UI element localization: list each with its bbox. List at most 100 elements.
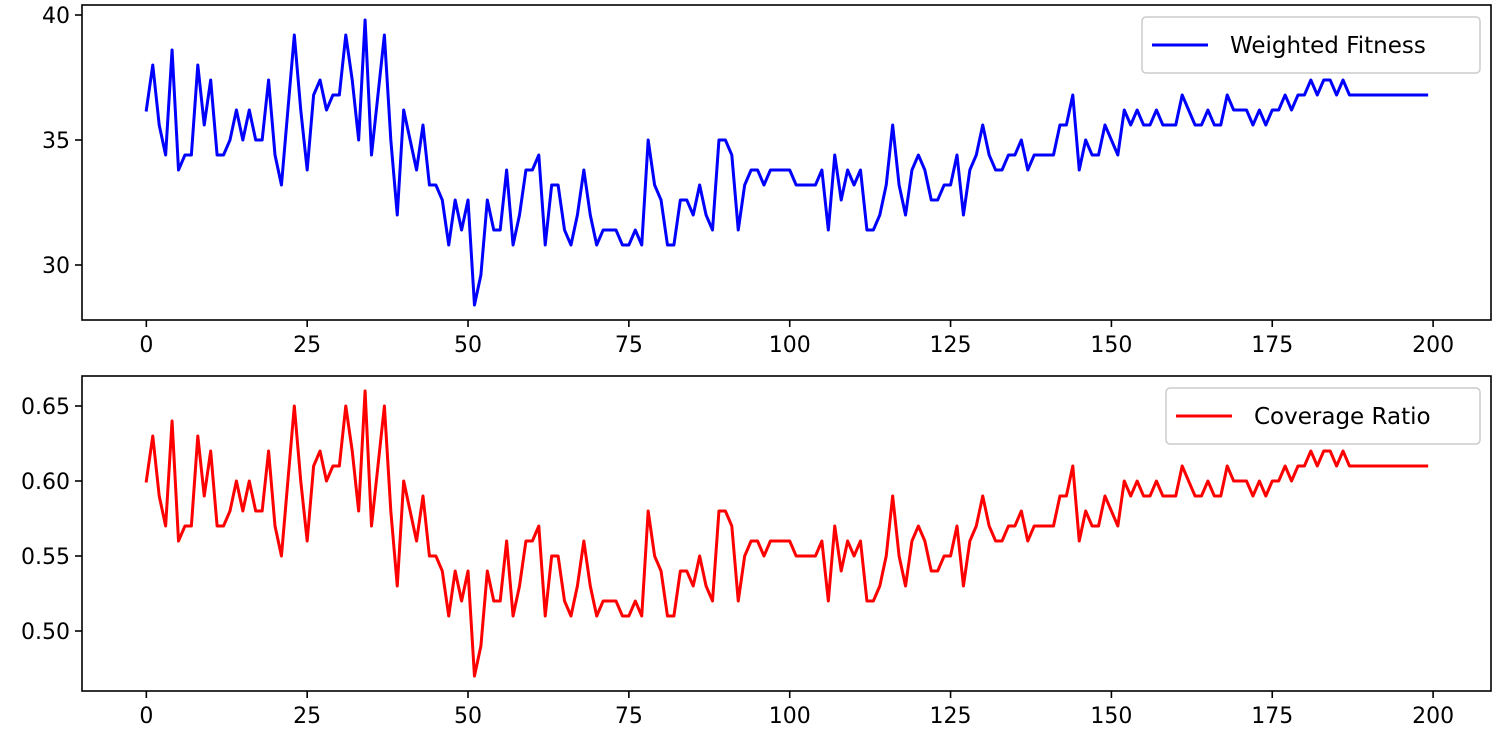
data-point xyxy=(1425,465,1428,468)
x-tick-label: 100 xyxy=(769,704,811,729)
data-point xyxy=(447,244,450,247)
data-point xyxy=(1271,109,1274,112)
data-point xyxy=(389,139,392,142)
data-point xyxy=(1213,124,1216,127)
data-point xyxy=(685,199,688,202)
data-point xyxy=(222,525,225,528)
data-point xyxy=(473,675,476,678)
data-point xyxy=(216,525,219,528)
data-point xyxy=(634,600,637,603)
data-point xyxy=(274,525,277,528)
data-point xyxy=(1200,495,1203,498)
data-point xyxy=(859,169,862,172)
data-point xyxy=(473,304,476,307)
data-point xyxy=(653,555,656,558)
data-point xyxy=(228,510,231,513)
data-point xyxy=(717,510,720,513)
data-point xyxy=(788,169,791,172)
data-point xyxy=(241,139,244,142)
data-point xyxy=(1136,109,1139,112)
data-point xyxy=(325,109,328,112)
data-point xyxy=(1161,124,1164,127)
data-point xyxy=(1187,480,1190,483)
y-tick-label: 35 xyxy=(42,129,70,154)
data-point xyxy=(949,555,952,558)
data-point xyxy=(988,525,991,528)
data-point xyxy=(801,555,804,558)
legend: Weighted Fitness xyxy=(1141,16,1481,74)
data-point xyxy=(299,109,302,112)
data-point xyxy=(1232,109,1235,112)
data-point xyxy=(1026,540,1029,543)
data-point xyxy=(1187,109,1190,112)
data-point xyxy=(1251,495,1254,498)
data-point xyxy=(968,169,971,172)
data-point xyxy=(1361,94,1364,97)
data-point xyxy=(351,79,354,82)
data-point xyxy=(1296,465,1299,468)
data-point xyxy=(820,540,823,543)
data-point xyxy=(1013,525,1016,528)
data-point xyxy=(1161,495,1164,498)
data-point xyxy=(1052,525,1055,528)
data-point xyxy=(1284,94,1287,97)
data-point xyxy=(1316,465,1319,468)
data-point xyxy=(505,540,508,543)
data-point xyxy=(1239,109,1242,112)
data-point xyxy=(1110,510,1113,513)
data-point xyxy=(1284,465,1287,468)
data-point xyxy=(1277,480,1280,483)
data-point xyxy=(241,510,244,513)
data-point xyxy=(1342,79,1345,82)
data-point xyxy=(878,585,881,588)
x-tick-label: 0 xyxy=(139,333,153,358)
data-point xyxy=(164,154,167,157)
data-point xyxy=(338,94,341,97)
data-point xyxy=(943,555,946,558)
data-point xyxy=(1387,465,1390,468)
legend-label: Coverage Ratio xyxy=(1254,404,1431,430)
data-point xyxy=(280,184,283,187)
data-point xyxy=(595,615,598,618)
data-point xyxy=(357,510,360,513)
data-point xyxy=(750,169,753,172)
data-point xyxy=(261,139,264,142)
data-point xyxy=(1007,154,1010,157)
data-point xyxy=(1078,169,1081,172)
data-point xyxy=(151,435,154,438)
data-point xyxy=(1136,480,1139,483)
data-point xyxy=(898,184,901,187)
data-point xyxy=(1264,124,1267,127)
data-point xyxy=(421,495,424,498)
data-point xyxy=(1258,480,1261,483)
data-point xyxy=(1123,109,1126,112)
data-point xyxy=(820,169,823,172)
axes-frame xyxy=(81,4,1492,321)
data-point xyxy=(833,154,836,157)
legend-label: Weighted Fitness xyxy=(1230,33,1426,59)
data-point xyxy=(769,540,772,543)
data-point xyxy=(421,124,424,127)
data-point xyxy=(756,169,759,172)
data-point xyxy=(891,124,894,127)
data-point xyxy=(467,570,470,573)
data-point xyxy=(1181,465,1184,468)
data-point xyxy=(1354,465,1357,468)
data-point xyxy=(730,154,733,157)
x-tick-label: 150 xyxy=(1090,333,1132,358)
data-point xyxy=(1226,94,1229,97)
data-point xyxy=(364,19,367,22)
data-point xyxy=(1393,94,1396,97)
data-point xyxy=(248,480,251,483)
data-point xyxy=(486,199,489,202)
data-point xyxy=(383,34,386,37)
data-point xyxy=(672,615,675,618)
data-point xyxy=(975,154,978,157)
data-point xyxy=(1399,465,1402,468)
data-point xyxy=(1020,139,1023,142)
data-point xyxy=(608,229,611,232)
data-point xyxy=(531,540,534,543)
data-point xyxy=(1174,124,1177,127)
data-point xyxy=(1303,94,1306,97)
data-point xyxy=(190,525,193,528)
